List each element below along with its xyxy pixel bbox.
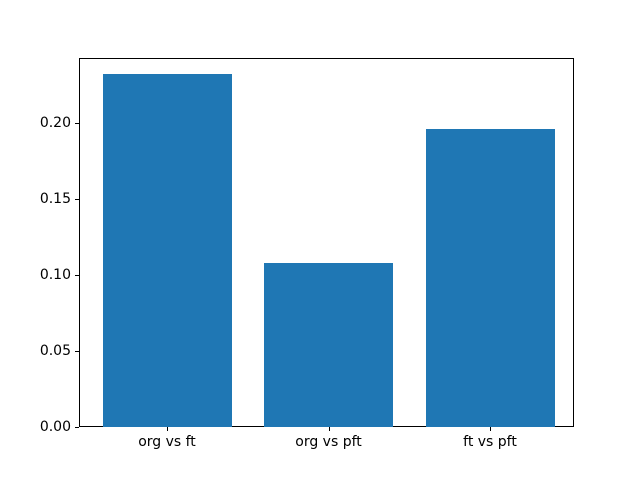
y-tick-mark [75, 427, 79, 428]
bar-org-vs-ft [102, 74, 232, 427]
y-tick-label: 0.10 [39, 267, 71, 284]
bar-ft-vs-pft [425, 129, 555, 427]
y-tick-label: 0.20 [39, 115, 71, 132]
y-tick-label: 0.05 [39, 343, 71, 359]
y-tick-label: 0.15 [39, 191, 71, 208]
x-tick-label: org vs ft [138, 434, 196, 450]
y-tick-label: 0.00 [39, 419, 71, 435]
y-tick-mark [75, 123, 79, 125]
x-tick-label: org vs pft [295, 434, 362, 450]
bar-org-vs-pft [264, 262, 393, 427]
x-tick-label: ft vs pft [463, 434, 517, 450]
y-tick-mark [75, 199, 79, 201]
x-tick-mark [167, 427, 168, 431]
y-tick-mark [75, 351, 79, 352]
x-tick-mark [490, 427, 491, 431]
y-tick-mark [75, 275, 79, 277]
x-tick-mark [328, 427, 330, 431]
